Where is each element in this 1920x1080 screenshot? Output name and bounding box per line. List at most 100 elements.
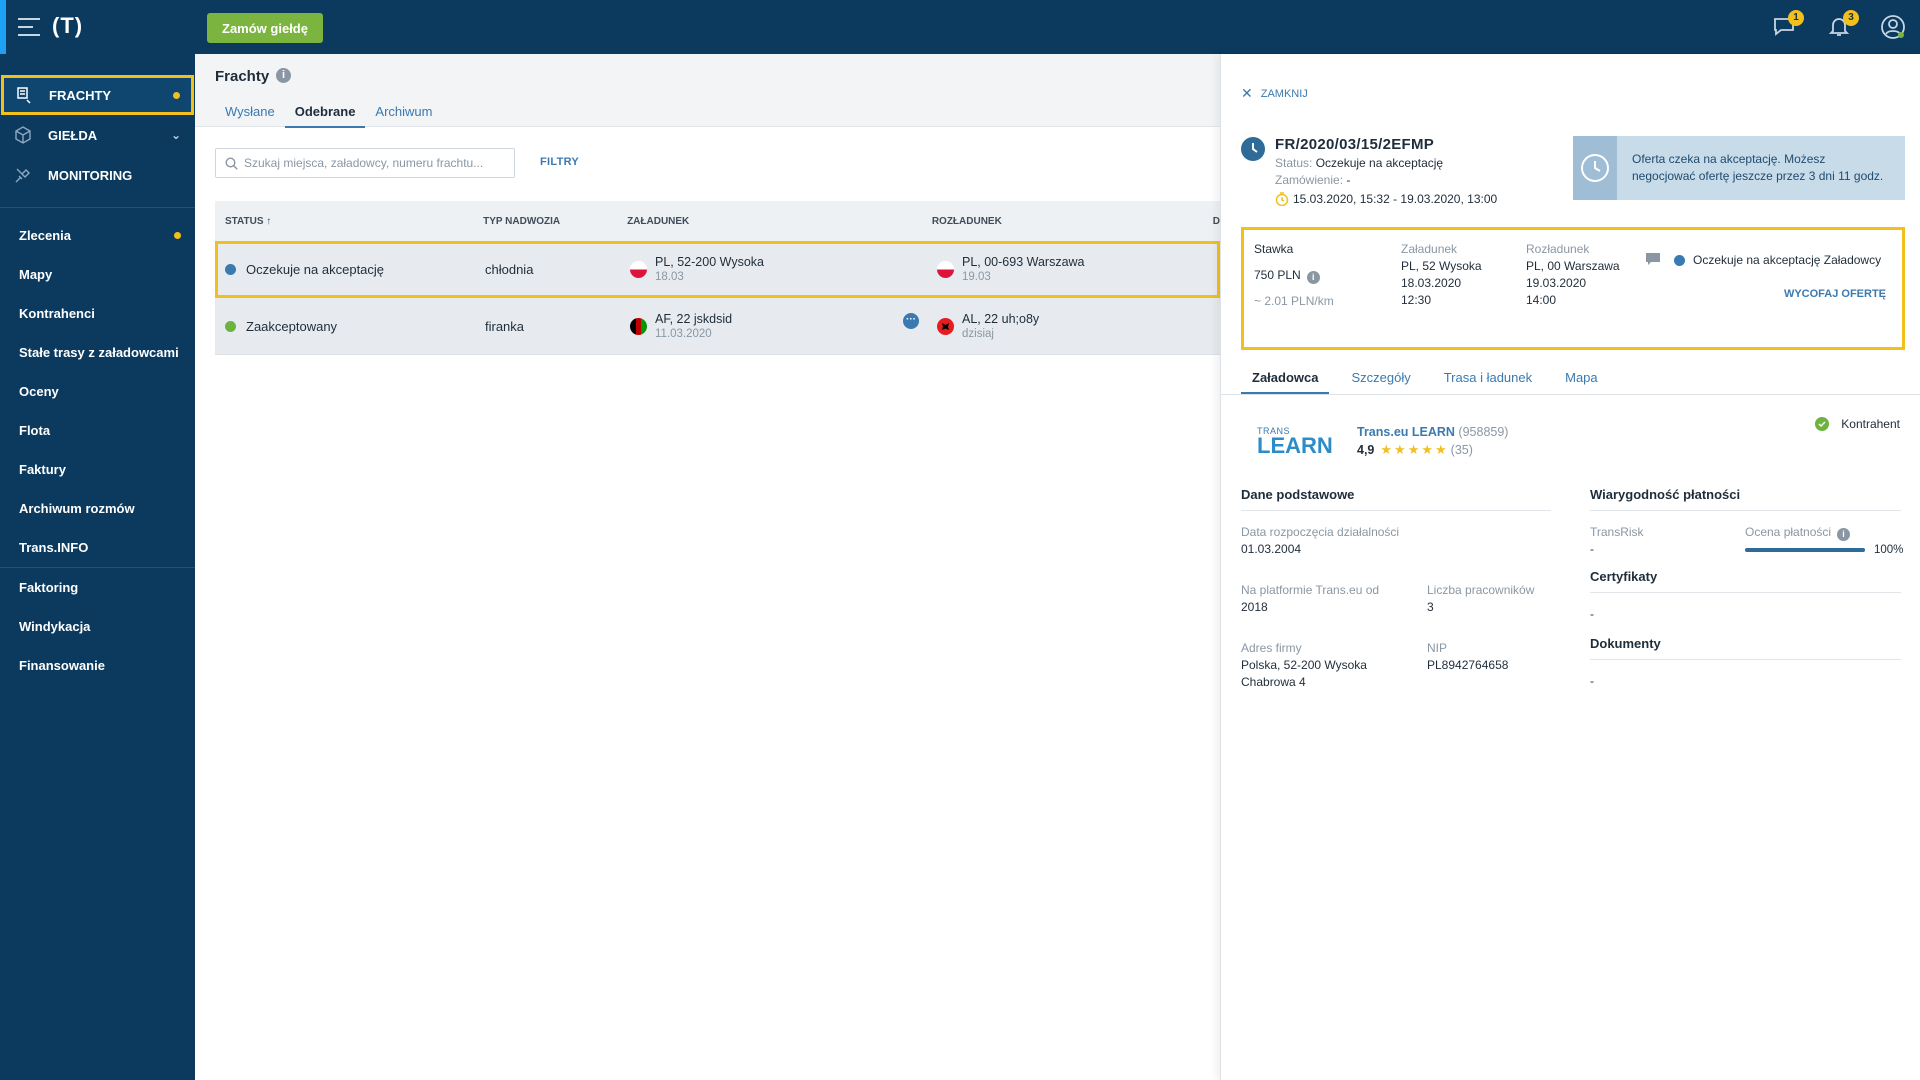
payment-score-bar [1745, 548, 1865, 552]
info-icon[interactable]: i [276, 68, 291, 83]
sidebar-divider [0, 567, 195, 568]
chevron-down-icon[interactable]: ⌄ [170, 128, 181, 142]
sidebar-item-gielda[interactable]: GIEŁDA ⌄ [0, 115, 195, 155]
section-divider [1590, 659, 1901, 660]
offer-summary-box: Stawka 750 PLN i ~ 2.01 PLN/km Załadunek … [1241, 227, 1905, 350]
payment-score-field: Ocena płatności i [1745, 524, 1851, 541]
field-label: NIP [1427, 641, 1448, 655]
sidebar-item-label: FRACHTY [49, 87, 112, 103]
tab-wyslane[interactable]: Wysłane [225, 104, 275, 119]
documents-title: Dokumenty [1590, 636, 1661, 651]
sidebar-item-faktury[interactable]: Faktury [0, 450, 195, 489]
column-header-unload[interactable]: ROZŁADUNEK [931, 215, 1002, 227]
poland-flag-icon [937, 260, 954, 278]
field-value: Polska, 52-200 Wysoka [1241, 658, 1367, 672]
load-time: 12:30 [1401, 293, 1432, 307]
info-icon[interactable]: i [1306, 271, 1320, 284]
order-exchange-button[interactable]: Zamów giełdę [207, 13, 323, 43]
more-options-icon[interactable]: ··· [903, 313, 919, 329]
tab-archiwum[interactable]: Archiwum [375, 104, 433, 119]
status-value: Oczekuje na akceptację [1315, 156, 1444, 170]
load-place: PL, 52-200 Wysoka [655, 255, 764, 269]
column-header-type[interactable]: TYP NADWOZIA [483, 215, 561, 227]
sidebar-item-monitoring[interactable]: MONITORING [0, 155, 195, 195]
sidebar-item-flota[interactable]: Flota [0, 411, 195, 450]
payment-score-value: 100% [1874, 544, 1904, 556]
column-header-load[interactable]: ZAŁADUNEK [627, 215, 690, 227]
table-row[interactable]: Zaakceptowany firanka AF, 22 jskdsid 11.0… [215, 298, 1220, 355]
freight-number: FR/2020/03/15/2EFMP [1275, 136, 1435, 153]
rating-count[interactable]: (35) [1450, 443, 1473, 457]
comment-icon[interactable] [1645, 252, 1661, 271]
clock-status-icon [225, 263, 236, 275]
field-value: 01.03.2004 [1241, 542, 1302, 556]
basic-data-title: Dane podstawowe [1241, 487, 1355, 502]
poland-flag-icon [630, 260, 647, 278]
close-icon: ✕ [1241, 85, 1253, 101]
column-header-extra[interactable]: D [1212, 215, 1220, 227]
sidebar-item-frachty[interactable]: FRACHTY [1, 75, 194, 115]
load-column: Załadunek PL, 52 Wysoka 18.03.2020 12:30 [1401, 241, 1482, 309]
unload-label: Rozładunek [1526, 242, 1590, 256]
sidebar-item-label: Windykacja [19, 619, 91, 634]
hamburger-menu-icon[interactable] [18, 18, 40, 36]
load-date: 18.03.2020 [1401, 276, 1462, 290]
order-label: Zamówienie: [1275, 173, 1344, 187]
sidebar-item-oceny[interactable]: Oceny [0, 372, 195, 411]
timer-icon [1275, 192, 1289, 206]
afghanistan-flag-icon [630, 317, 647, 335]
sidebar-item-trans-info[interactable]: Trans.INFO [0, 528, 195, 567]
sidebar-item-finansowanie[interactable]: Finansowanie [0, 646, 195, 685]
tab-mapa[interactable]: Mapa [1565, 370, 1598, 385]
tabs-divider [1221, 394, 1920, 395]
top-bar: (T) Zamów giełdę 1 3 [0, 0, 1920, 54]
sidebar-item-zlecenia[interactable]: Zlecenia [0, 216, 195, 255]
check-icon [1815, 417, 1830, 431]
sidebar-item-stale-trasy[interactable]: Stałe trasy z załadowcami [0, 333, 195, 372]
field-label: Data rozpoczęcia działalności [1241, 525, 1400, 539]
nip-field: NIP PL8942764658 [1427, 640, 1508, 674]
tab-trasa-ladunek[interactable]: Trasa i ładunek [1443, 370, 1533, 385]
load-label: Załadunek [1401, 242, 1458, 256]
app-logo[interactable]: (T) [52, 13, 84, 38]
unload-place: PL, 00 Warszawa [1526, 259, 1620, 273]
withdraw-offer-button[interactable]: WYCOFAJ OFERTĘ [1783, 288, 1886, 300]
tab-odebrane[interactable]: Odebrane [284, 98, 366, 128]
table-row[interactable]: Oczekuje na akceptację chłodnia PL, 52-2… [215, 241, 1220, 298]
clock-status-icon [1674, 255, 1685, 266]
sidebar-item-label: Flota [19, 423, 51, 438]
tab-zaladowca[interactable]: Załadowca [1241, 364, 1330, 394]
panel-tabs: Załadowca Szczegóły Trasa i ładunek Mapa [1241, 364, 1620, 394]
clock-icon [1573, 136, 1617, 200]
sidebar-item-label: Oceny [19, 384, 59, 399]
field-value: - [1590, 542, 1594, 556]
sidebar-item-label: Faktury [19, 462, 66, 477]
field-label: TransRisk [1590, 525, 1644, 539]
user-avatar-icon[interactable] [1880, 14, 1906, 40]
unload-date: 19.03.2020 [1526, 276, 1587, 290]
company-name: Trans.eu LEARN (958859) [1357, 425, 1508, 439]
sidebar-item-archiwum-rozmow[interactable]: Archiwum rozmów [0, 489, 195, 528]
close-button[interactable]: ✕ ZAMKNIJ [1241, 85, 1308, 102]
filters-button[interactable]: FILTRY [540, 156, 580, 168]
tab-szczegoly[interactable]: Szczegóły [1351, 370, 1411, 385]
unload-place: AL, 22 uh;o8y [962, 312, 1040, 326]
freight-table: STATUS ↑ TYP NADWOZIA ZAŁADUNEK ROZŁADUN… [215, 201, 1220, 355]
notifications-bell-icon[interactable]: 3 [1827, 10, 1859, 40]
column-header-status[interactable]: STATUS ↑ [225, 215, 272, 227]
sidebar-item-windykacja[interactable]: Windykacja [0, 607, 195, 646]
field-label: Liczba pracowników [1427, 583, 1535, 597]
sidebar-item-mapy[interactable]: Mapy [0, 255, 195, 294]
search-input[interactable] [244, 149, 514, 177]
messages-badge: 1 [1788, 10, 1804, 26]
rating-value: 4,9 [1357, 443, 1375, 457]
messages-icon[interactable]: 1 [1772, 10, 1804, 40]
sidebar-item-kontrahenci[interactable]: Kontrahenci [0, 294, 195, 333]
info-icon[interactable]: i [1837, 528, 1851, 541]
sidebar-item-faktoring[interactable]: Faktoring [0, 568, 195, 607]
contractor-badge: Kontrahent [1815, 417, 1900, 431]
exchange-box-icon [14, 126, 32, 144]
company-link[interactable]: Trans.eu LEARN [1357, 425, 1455, 439]
page-tabs: Wysłane Odebrane Archiwum [215, 98, 443, 128]
rate-value: 750 PLN [1254, 268, 1301, 282]
